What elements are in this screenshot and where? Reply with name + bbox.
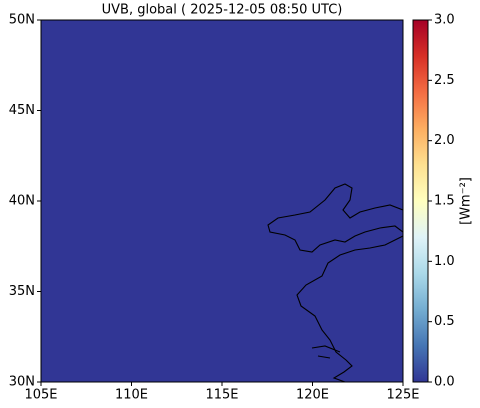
colorbar-tick-label: 2.5 <box>434 73 455 88</box>
colorbar <box>412 19 429 383</box>
colorbar-label: [Wm⁻²] <box>459 177 474 225</box>
chart-title: UVB, global ( 2025-12-05 08:50 UTC) <box>102 3 343 18</box>
x-tick-label: 115E <box>205 388 238 403</box>
colorbar-tick-label: 1.5 <box>434 194 455 209</box>
x-tick-label: 110E <box>115 388 148 403</box>
colorbar-tick-label: 3.0 <box>434 13 455 28</box>
colorbar-tick-label: 2.0 <box>434 133 455 148</box>
colorbar-tick-label: 0.0 <box>434 375 455 390</box>
colorbar-tick-label: 0.5 <box>434 314 455 329</box>
x-tick-label: 120E <box>296 388 329 403</box>
y-tick-label: 50N <box>9 13 35 28</box>
coastline <box>267 183 403 382</box>
x-tick-label: 125E <box>386 388 419 403</box>
y-tick-label: 45N <box>9 103 35 118</box>
x-tick-label: 105E <box>24 388 57 403</box>
y-tick-label: 30N <box>9 375 35 390</box>
y-tick-label: 35N <box>9 284 35 299</box>
colorbar-tick-label: 1.0 <box>434 254 455 269</box>
y-tick-label: 40N <box>9 194 35 209</box>
data-field <box>41 20 403 382</box>
